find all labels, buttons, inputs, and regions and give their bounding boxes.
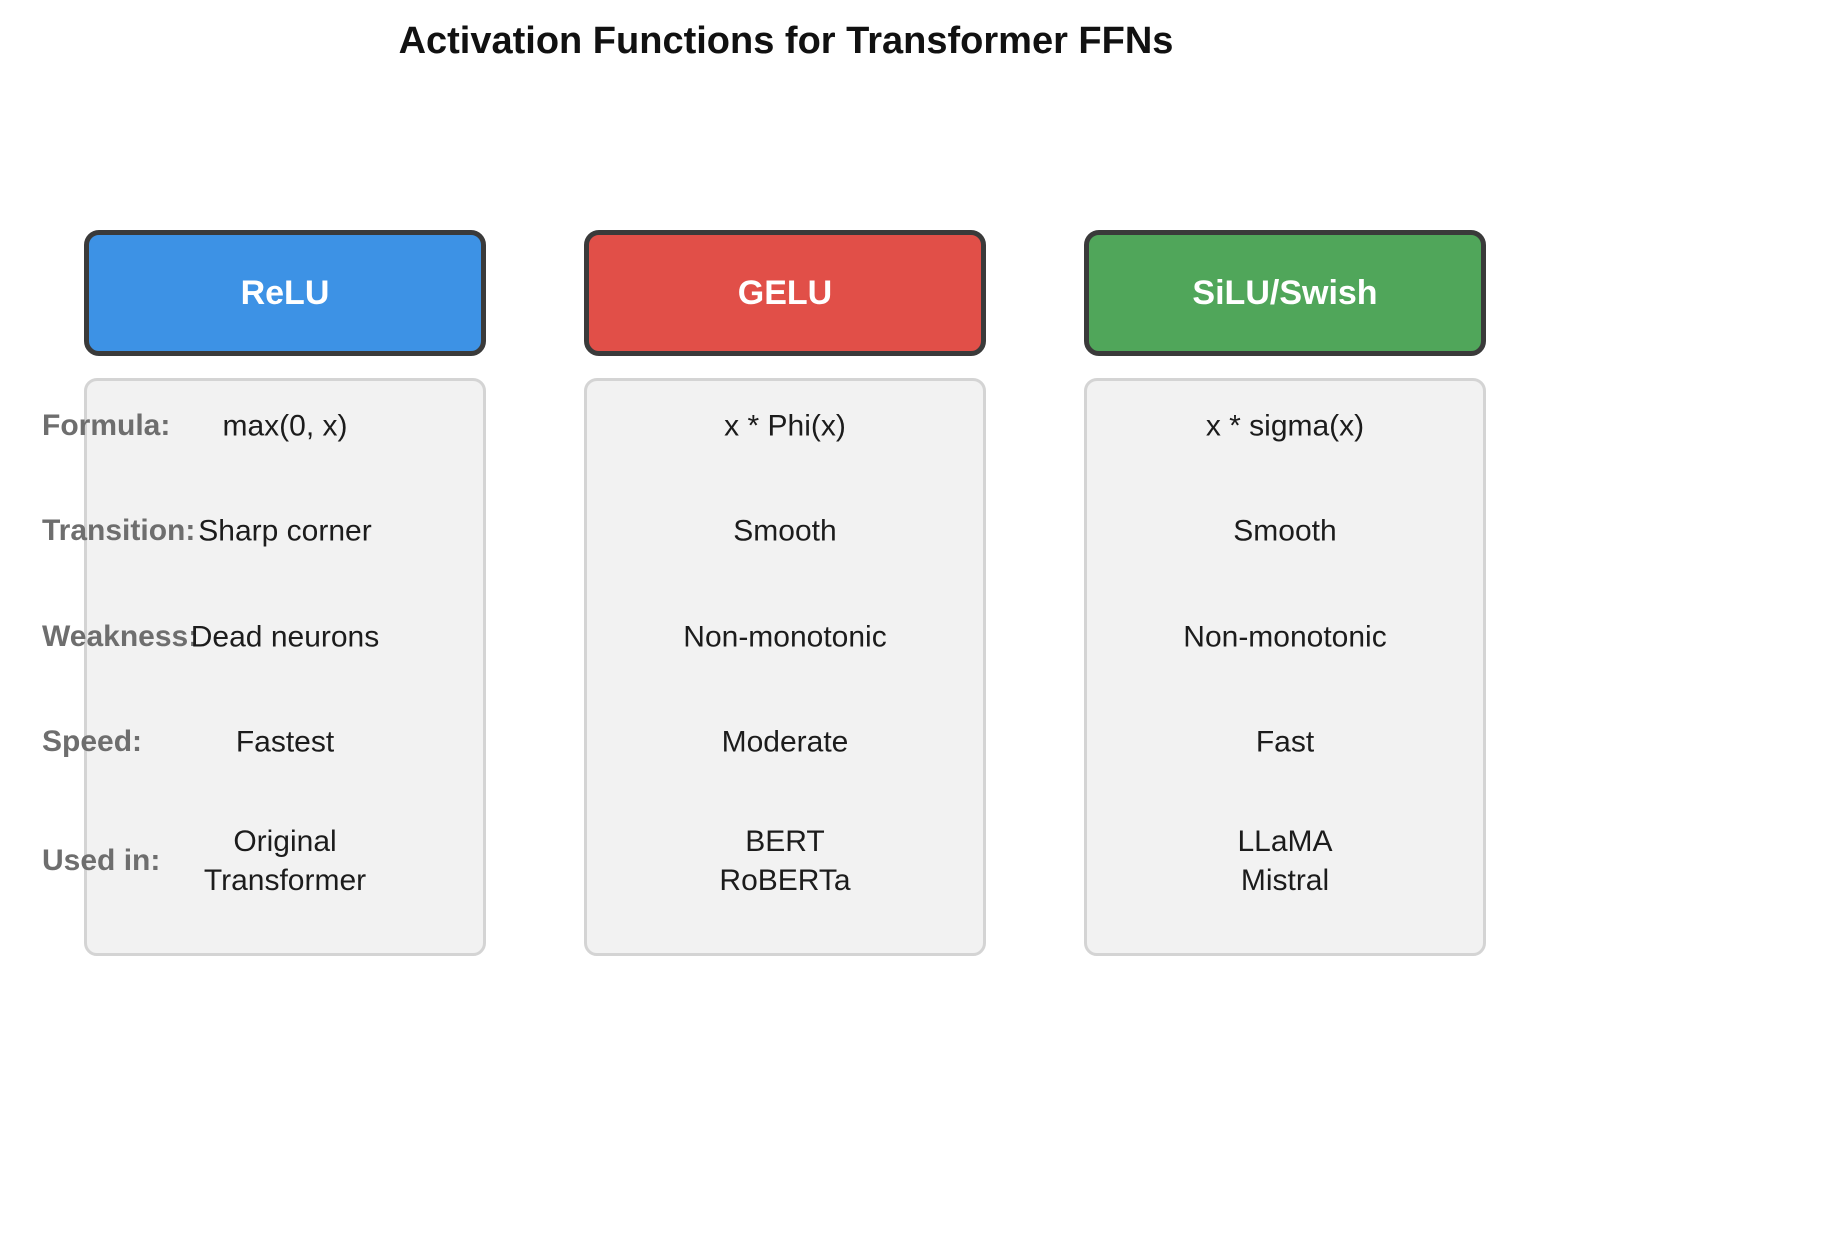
row-label-weakness: Weakness: — [42, 620, 199, 653]
cell-gelu-used-in: BERT RoBERTa — [719, 825, 851, 897]
cell-silu-weakness: Non-monotonic — [1183, 620, 1387, 654]
cell-silu-transition: Smooth — [1233, 514, 1337, 548]
column-card-gelu — [584, 378, 986, 956]
cell-gelu-weakness: Non-monotonic — [683, 620, 887, 654]
cell-silu-used-in: LLaMA Mistral — [1237, 825, 1333, 897]
column-card-relu — [84, 378, 486, 956]
cell-relu-formula: max(0, x) — [222, 409, 348, 443]
column-header-gelu-label: GELU — [737, 273, 833, 312]
column-header-silu-swish-label: SiLU/Swish — [1192, 273, 1378, 312]
column-header-relu: ReLU — [84, 230, 486, 356]
cell-silu-formula: x * sigma(x) — [1205, 409, 1365, 443]
cell-relu-transition: Sharp corner — [198, 514, 372, 548]
cell-relu-weakness: Dead neurons — [190, 620, 380, 654]
cell-gelu-speed: Moderate — [721, 725, 849, 759]
cell-gelu-formula: x * Phi(x) — [724, 409, 846, 443]
column-header-silu-swish: SiLU/Swish — [1084, 230, 1486, 356]
cell-relu-speed: Fastest — [235, 725, 335, 759]
cell-relu-used-in: Original Transformer — [203, 825, 367, 897]
cell-gelu-transition: Smooth — [733, 514, 837, 548]
row-label-transition: Transition: — [42, 514, 196, 547]
row-label-used-in: Used in: — [42, 844, 161, 877]
column-header-relu-label: ReLU — [240, 273, 330, 312]
row-label-speed: Speed: — [42, 725, 143, 758]
page-title: Activation Functions for Transformer FFN… — [398, 20, 1174, 62]
column-header-gelu: GELU — [584, 230, 986, 356]
column-card-silu-swish — [1084, 378, 1486, 956]
row-label-formula: Formula: — [42, 409, 171, 442]
cell-silu-speed: Fast — [1255, 725, 1315, 759]
